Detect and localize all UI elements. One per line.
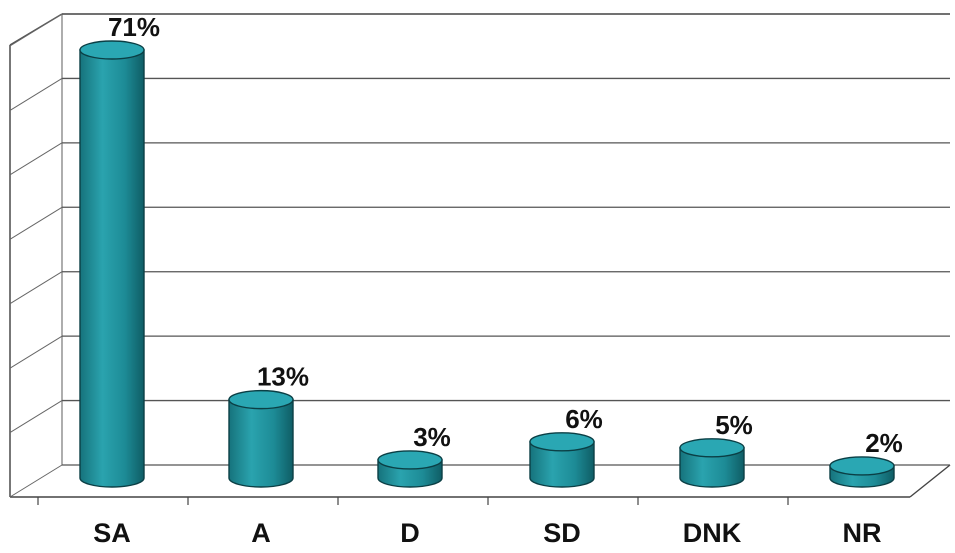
value-labels: 71% 13% 3% 6% 5% 2%	[108, 12, 903, 458]
side-gridline	[9, 271, 63, 305]
category-label: A	[251, 518, 271, 548]
bar-body	[79, 49, 145, 488]
bar-d	[377, 450, 443, 488]
bar-sd	[529, 432, 595, 488]
bar-top	[377, 450, 443, 470]
side-gridline	[9, 78, 63, 111]
side-gridline	[9, 142, 63, 176]
gridlines	[9, 13, 950, 498]
bar-body	[529, 441, 595, 488]
side-gridline	[9, 13, 63, 47]
side-gridline	[9, 400, 63, 433]
bar-nr	[829, 456, 895, 488]
category-label: D	[400, 518, 420, 548]
value-label: 5%	[715, 410, 753, 440]
value-label: 6%	[565, 404, 603, 434]
bar-top	[79, 40, 145, 60]
bar-sa	[79, 40, 145, 488]
value-label: 3%	[413, 422, 451, 452]
side-gridline	[9, 206, 63, 240]
chart-frame	[9, 13, 951, 505]
bars	[79, 40, 895, 488]
bar-top	[529, 432, 595, 452]
bar-top	[679, 438, 745, 458]
side-gridline	[9, 335, 63, 369]
value-label: 71%	[108, 12, 160, 42]
side-gridline	[9, 464, 63, 498]
category-label: DNK	[683, 518, 742, 548]
floor-right-edge	[909, 464, 951, 498]
value-label: 2%	[865, 428, 903, 458]
bar-a	[228, 389, 294, 488]
bar-body	[228, 398, 294, 488]
value-label: 13%	[257, 362, 309, 392]
category-label: SA	[93, 518, 131, 548]
bar-top	[829, 456, 895, 476]
category-labels: SA A D SD DNK NR	[93, 518, 881, 548]
bar-top	[228, 389, 294, 410]
category-label: NR	[843, 518, 882, 548]
bar-dnk	[679, 438, 745, 488]
bar-body	[679, 447, 745, 488]
category-label: SD	[543, 518, 581, 548]
